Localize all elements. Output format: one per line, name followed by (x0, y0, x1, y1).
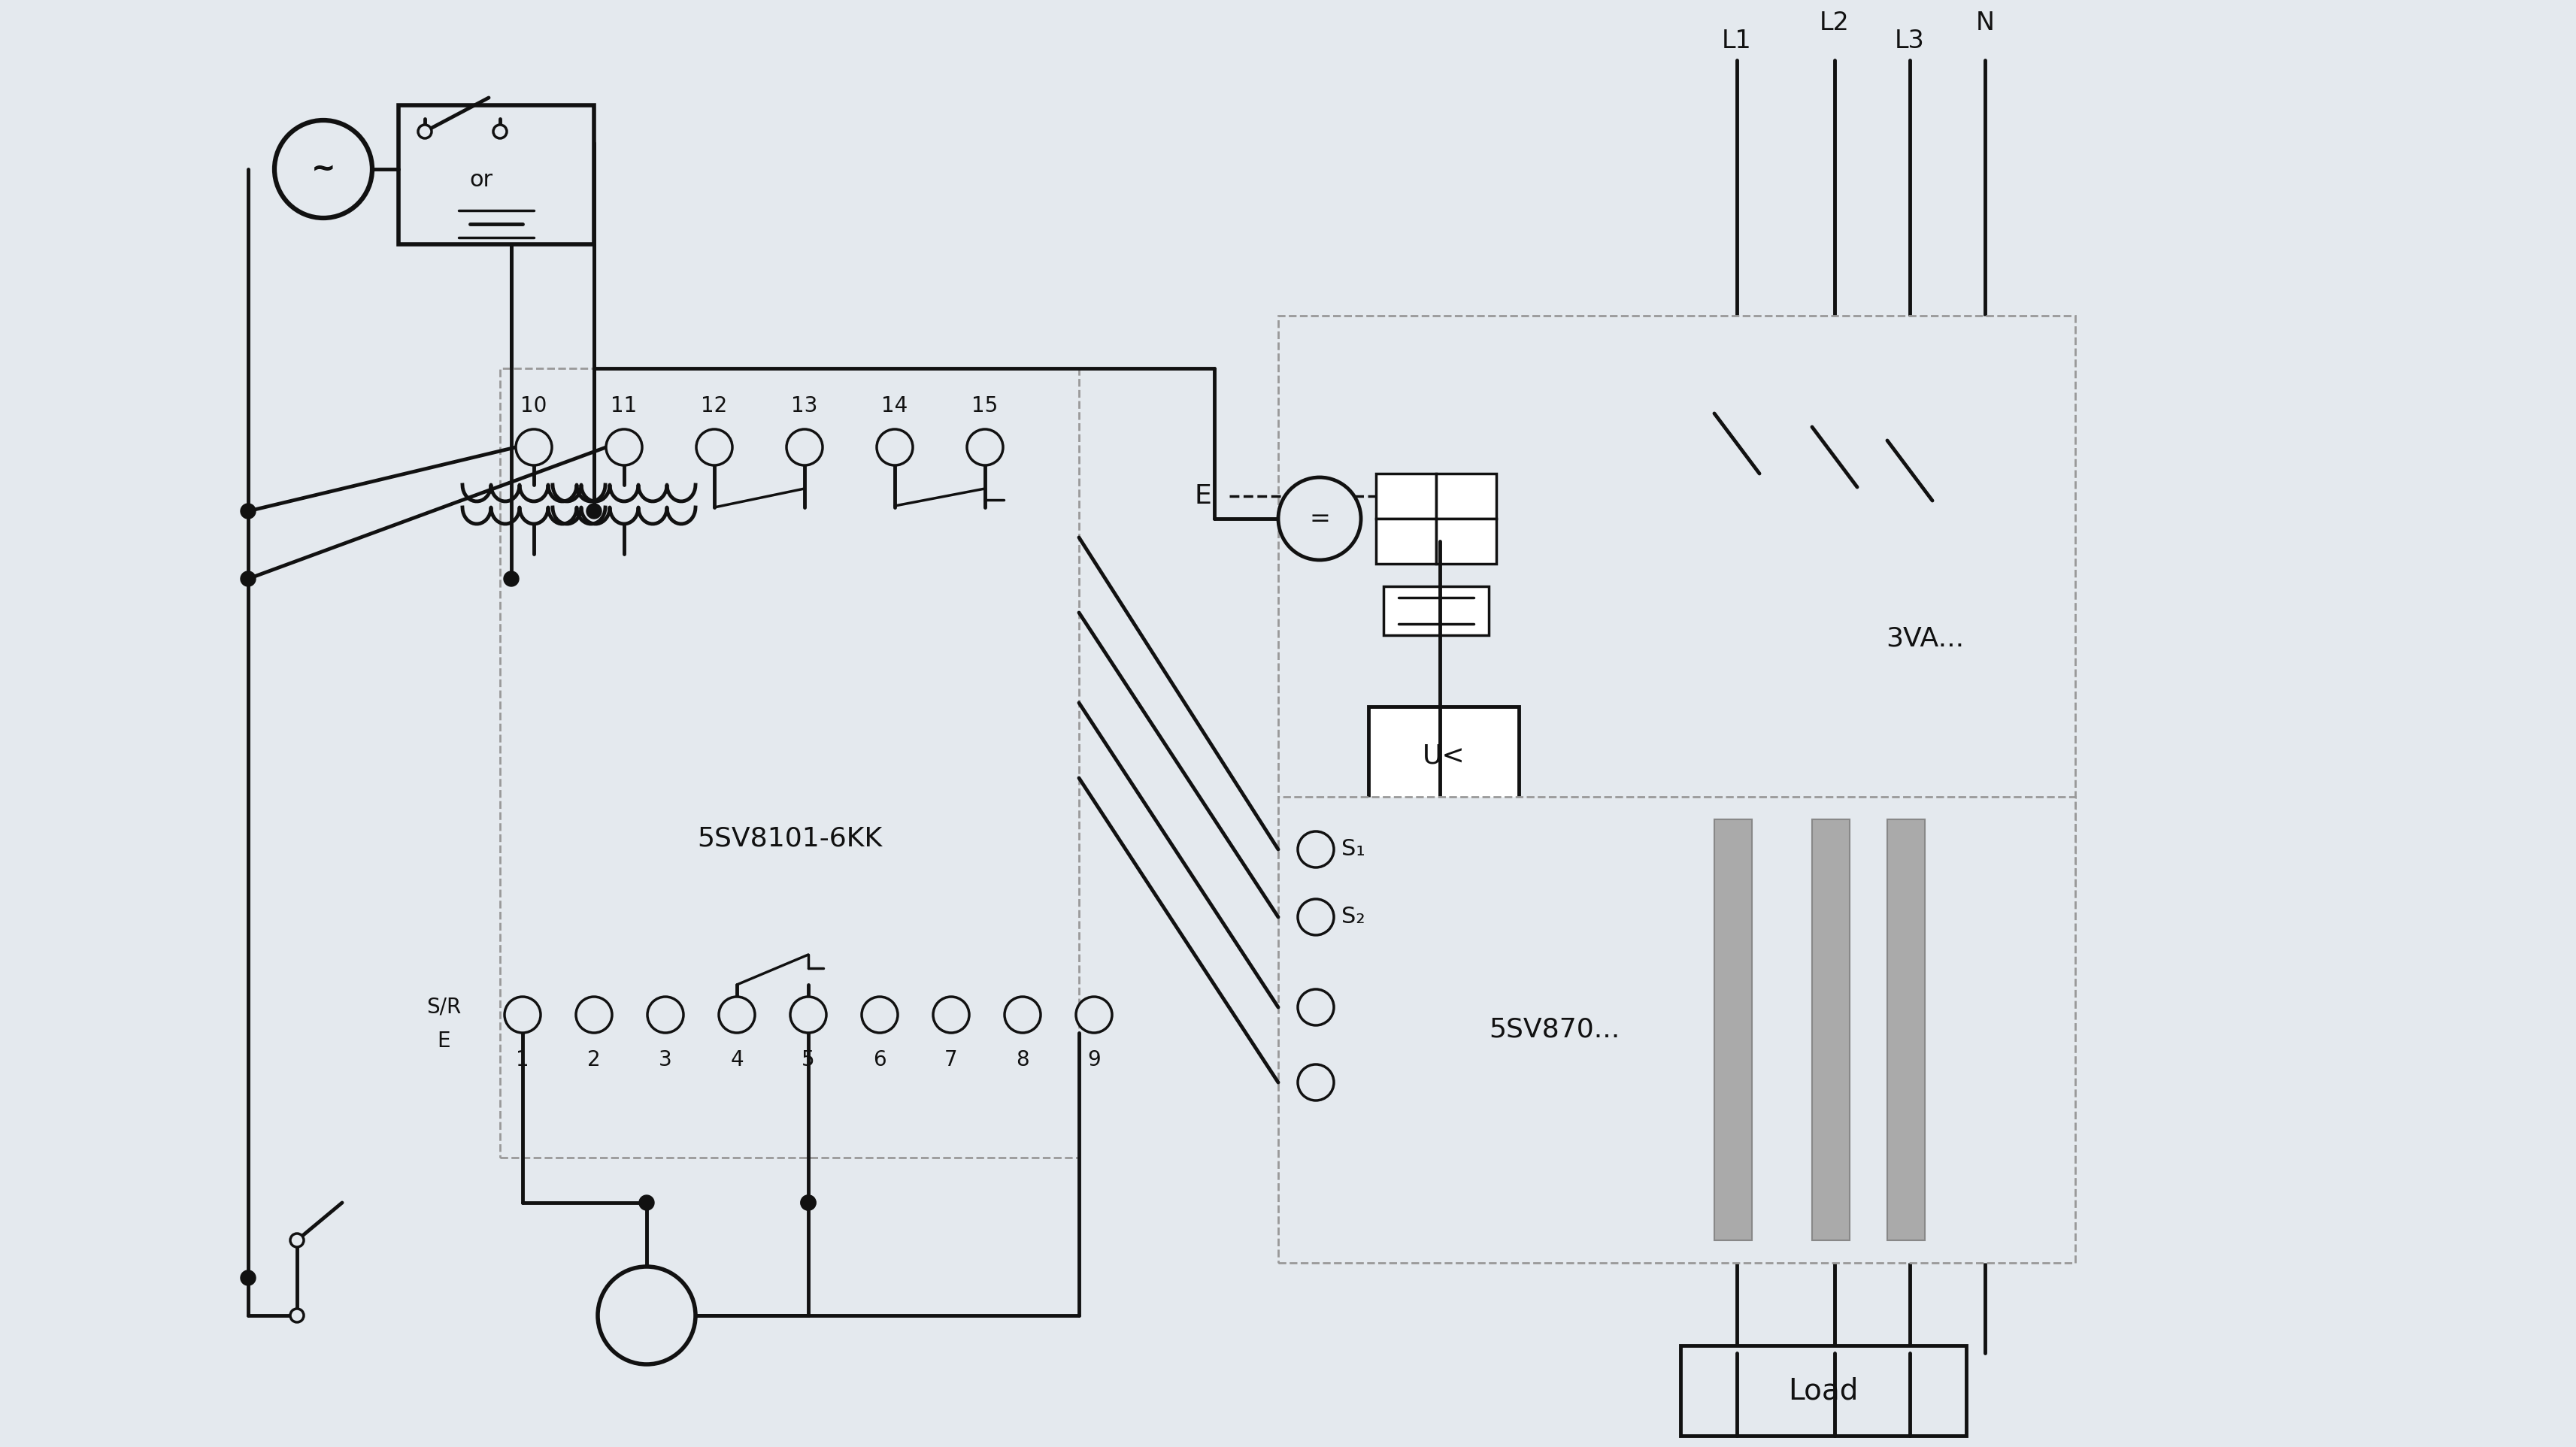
Text: 5SV870...: 5SV870... (1489, 1017, 1620, 1043)
Text: 15: 15 (971, 395, 999, 417)
Circle shape (966, 430, 1002, 466)
Circle shape (577, 997, 613, 1033)
Text: L3: L3 (1896, 29, 1924, 54)
Text: 1: 1 (515, 1049, 528, 1071)
Text: L1: L1 (1721, 29, 1752, 54)
Text: E: E (1195, 483, 1211, 509)
Circle shape (791, 997, 827, 1033)
Circle shape (240, 504, 255, 518)
Circle shape (876, 430, 912, 466)
Text: 8: 8 (1015, 1049, 1030, 1071)
Text: U<: U< (1422, 742, 1466, 768)
Circle shape (639, 1195, 654, 1210)
Bar (1368, 706, 1520, 805)
Bar (1376, 473, 1437, 518)
Text: 11: 11 (611, 395, 636, 417)
Circle shape (801, 1195, 817, 1210)
Bar (399, 106, 595, 245)
Circle shape (786, 430, 822, 466)
Text: E: E (438, 1030, 451, 1052)
Text: S₂: S₂ (1342, 906, 1365, 928)
Text: 12: 12 (701, 395, 726, 417)
Text: 7: 7 (945, 1049, 958, 1071)
Circle shape (417, 124, 433, 139)
Bar (1278, 315, 2076, 887)
Bar (1713, 819, 1752, 1240)
Bar (1437, 518, 1497, 564)
Circle shape (492, 124, 507, 139)
Circle shape (1005, 997, 1041, 1033)
Circle shape (647, 997, 683, 1033)
Circle shape (240, 572, 255, 586)
Circle shape (291, 1308, 304, 1323)
Circle shape (1298, 899, 1334, 935)
Text: or: or (469, 169, 492, 191)
Bar (1383, 586, 1489, 635)
Circle shape (1298, 1065, 1334, 1101)
Text: L2: L2 (1819, 10, 1850, 35)
Circle shape (1298, 990, 1334, 1026)
Text: 10: 10 (520, 395, 546, 417)
Text: Load: Load (1788, 1376, 1857, 1405)
Text: 6: 6 (873, 1049, 886, 1071)
Circle shape (1077, 997, 1113, 1033)
Circle shape (291, 1233, 304, 1247)
Text: S₁: S₁ (1342, 838, 1365, 861)
Bar (1680, 1346, 1965, 1435)
Circle shape (505, 997, 541, 1033)
Text: =: = (1309, 506, 1329, 531)
Circle shape (505, 572, 518, 586)
Circle shape (696, 430, 732, 466)
Circle shape (801, 1195, 817, 1210)
Text: 13: 13 (791, 395, 817, 417)
Circle shape (1298, 832, 1334, 867)
Circle shape (240, 1270, 255, 1285)
Circle shape (598, 1266, 696, 1365)
Circle shape (1278, 478, 1360, 560)
Circle shape (587, 504, 603, 518)
Circle shape (933, 997, 969, 1033)
Bar (1376, 518, 1437, 564)
Text: ~: ~ (312, 155, 335, 184)
Text: 3VA...: 3VA... (1886, 627, 1963, 651)
Circle shape (605, 430, 641, 466)
Bar (1811, 819, 1850, 1240)
Text: S/R: S/R (425, 997, 461, 1017)
Text: 2: 2 (587, 1049, 600, 1071)
Circle shape (719, 997, 755, 1033)
Bar (1278, 797, 2076, 1263)
Text: 4: 4 (729, 1049, 744, 1071)
Text: N: N (1976, 10, 1994, 35)
Bar (1888, 819, 1924, 1240)
Text: 5: 5 (801, 1049, 814, 1071)
Text: 3: 3 (659, 1049, 672, 1071)
Text: 9: 9 (1087, 1049, 1100, 1071)
Text: 5SV8101-6KK: 5SV8101-6KK (698, 825, 881, 851)
Circle shape (276, 120, 371, 218)
Text: 14: 14 (881, 395, 907, 417)
Bar (1437, 473, 1497, 518)
Circle shape (515, 430, 551, 466)
Bar (500, 369, 1079, 1158)
Circle shape (863, 997, 899, 1033)
